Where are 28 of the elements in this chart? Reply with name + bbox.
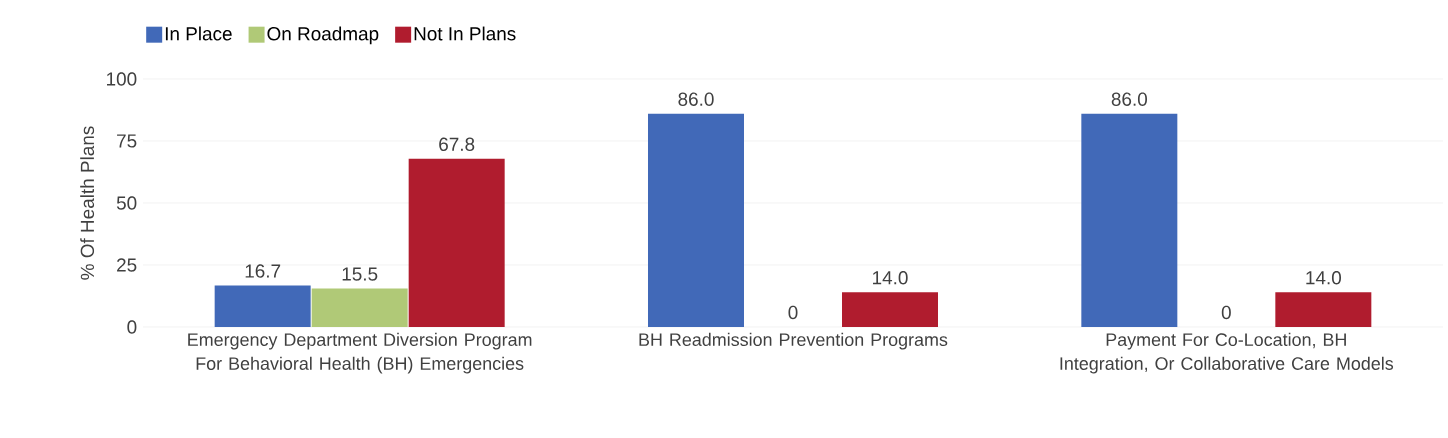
x-tick-label: BH Readmission Prevention Programs: [639, 332, 948, 350]
data-label: 86.0: [678, 92, 714, 106]
bar: [311, 288, 408, 327]
legend-label: On Roadmap: [267, 26, 379, 45]
data-label: 16.7: [245, 264, 281, 278]
bar: [1275, 292, 1372, 327]
bar: [214, 285, 311, 327]
y-tick-label: 50: [116, 196, 137, 210]
data-label: 15.5: [342, 267, 378, 281]
x-tick-label: Emergency Department Diversion Program For Behavioral Health (BH) Emergencies: [188, 332, 532, 374]
data-label: 67.8: [439, 137, 475, 152]
legend-label: In Place: [165, 26, 232, 41]
data-label: 0: [788, 305, 798, 320]
bar: [408, 158, 505, 327]
y-axis-title: % Of Health Plans: [80, 126, 95, 280]
legend-label: Not In Plans: [414, 26, 516, 41]
y-tick-label: 75: [117, 134, 137, 148]
y-tick-label: 25: [117, 258, 137, 272]
x-tick-label: Payment For Co-Location, BH Integration, Or Collaborative Care Models: [1060, 332, 1394, 374]
data-label: 14.0: [1306, 271, 1341, 285]
y-tick-label: 0: [127, 320, 137, 334]
data-label: 14.0: [873, 271, 908, 285]
data-label: 86.0: [1111, 92, 1147, 106]
data-label: 0: [1221, 305, 1231, 320]
bar: [1081, 113, 1178, 327]
bar: [842, 292, 938, 327]
bar: [648, 113, 744, 327]
y-tick-label: 100: [107, 72, 137, 86]
